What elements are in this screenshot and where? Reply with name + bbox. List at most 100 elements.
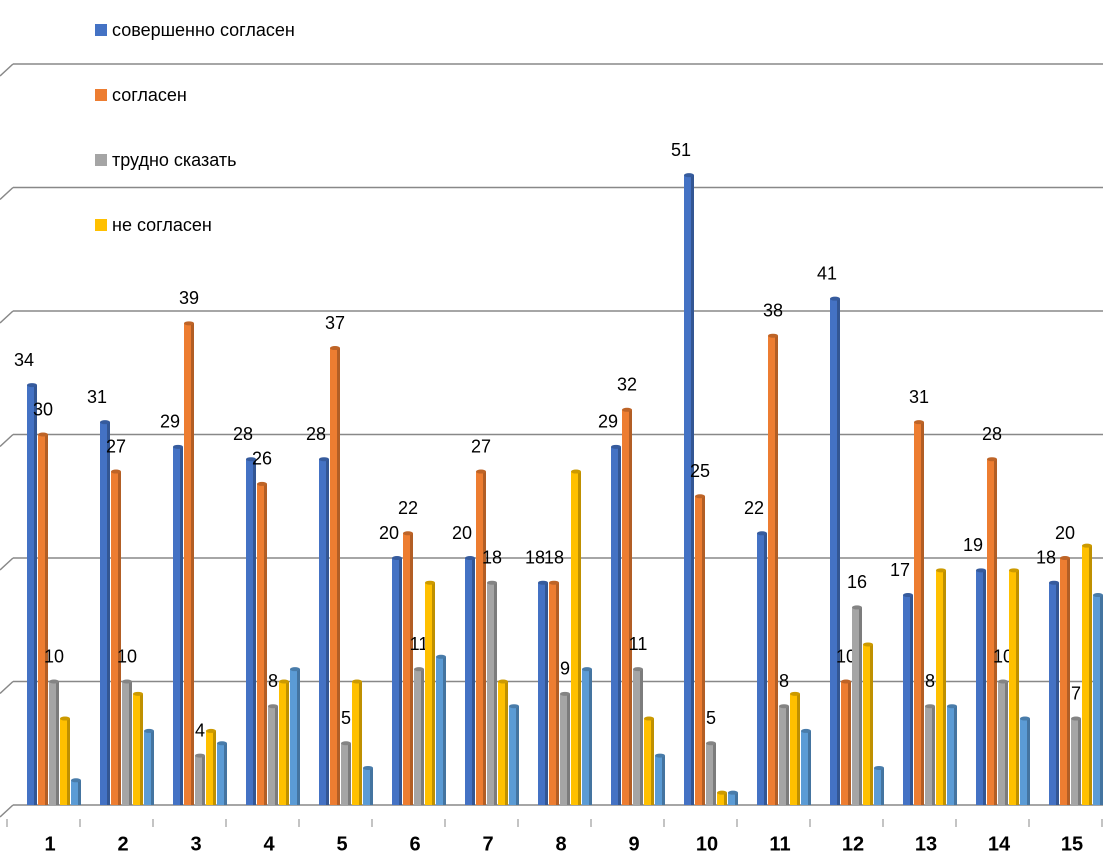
data-label: 19 [963,535,983,555]
bar-top [1082,543,1092,548]
bar-group [268,704,278,805]
bar-group [998,679,1008,805]
bar-top [728,790,738,795]
bar-side [264,483,267,805]
bar-top [790,691,800,696]
grid-depth [0,557,14,571]
bar-side [326,459,329,805]
data-label: 31 [909,387,929,407]
bar [560,693,570,805]
bar-top [465,556,475,560]
data-label: 26 [252,449,272,469]
bar-top [425,580,435,585]
bar-side [578,471,581,805]
bar-group [976,568,986,805]
bar-side [859,607,862,805]
data-label: 27 [471,436,491,456]
x-tick-label: 11 [769,833,790,855]
bar-side [764,533,767,805]
bar-top [538,580,548,585]
bar-group [71,778,81,805]
data-label: 28 [306,424,326,444]
bar-group [1009,568,1019,805]
bar-side [275,706,278,805]
bar-top [655,753,665,758]
bar-top [38,432,48,437]
bar [436,656,446,805]
bar-side [1100,595,1103,805]
bar [947,706,957,805]
bar-top [217,741,227,746]
data-label: 5 [341,708,351,728]
bar-group [1020,716,1030,805]
bar-side [556,582,559,805]
legend-label: не согласен [112,215,212,235]
bar [111,471,121,805]
bar [757,533,767,805]
legend-swatch [95,219,107,231]
data-label: 8 [268,671,278,691]
bar-top [947,704,957,709]
bar-side [567,693,570,805]
bar-top [852,605,862,610]
bar-side [56,681,59,805]
bar-top [695,494,705,499]
bar-group [1093,593,1103,805]
bar-side [1078,718,1081,805]
bar-top [936,568,946,573]
bar-side [213,730,216,805]
bar-group [173,444,183,805]
bar-side [286,681,289,805]
bar [633,669,643,805]
bar-side [618,446,621,805]
bar-group [874,765,884,805]
bar-side [140,693,143,805]
bar-side [443,656,446,805]
bar-group [582,667,592,805]
legend-swatch [95,24,107,36]
bar-group [644,716,654,805]
bar-side [797,693,800,805]
bar-top [571,469,581,474]
bar [914,422,924,805]
bar-group [611,444,621,805]
data-label: 18 [1036,547,1056,567]
bar-group [100,420,110,805]
bar [195,755,205,805]
bar [341,743,351,805]
bar-top [414,667,424,672]
x-tick-label: 2 [117,833,128,855]
bar-side [713,743,716,805]
legend-swatch [95,154,107,166]
bar-group [49,679,59,805]
bar-top [684,173,694,178]
bar-group [863,642,873,805]
bar-group [560,691,570,805]
bar-side [1089,545,1092,805]
bar-top [363,765,373,770]
bar [498,681,508,805]
bar-top [925,704,935,709]
bar [801,730,811,805]
x-tick-label: 9 [628,833,639,855]
bar-group [184,321,194,805]
bar-group [801,728,811,805]
bar-group [133,691,143,805]
bar [476,471,486,805]
bar-group [195,753,205,805]
bar-group [392,556,402,805]
data-label: 27 [106,436,126,456]
bar-side [786,706,789,805]
bar-top [841,679,851,684]
legend-label: согласен [112,85,187,105]
bar [717,792,727,805]
grid-depth [0,310,14,324]
data-label: 10 [44,646,64,666]
bar-group [465,556,475,805]
data-label: 34 [14,350,34,370]
bar-side [932,706,935,805]
bar [728,792,738,805]
bar-side [118,471,121,805]
grid-depth [0,186,14,201]
bar [1009,570,1019,805]
